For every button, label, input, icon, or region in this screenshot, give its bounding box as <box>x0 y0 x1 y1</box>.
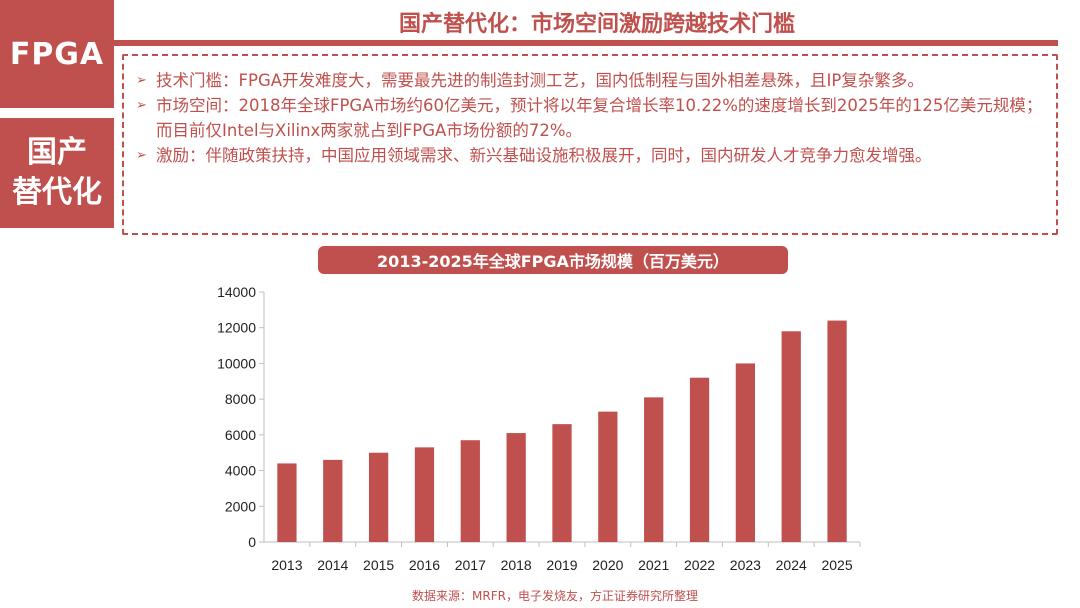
y-tick-label: 10000 <box>217 355 256 371</box>
x-tick-label: 2020 <box>592 557 623 573</box>
bullet-item: ➢ 激励：伴随政策扶持，中国应用领域需求、新兴基础设施积极展开，同时，国内研发人… <box>136 143 1044 168</box>
x-tick-label: 2018 <box>501 557 532 573</box>
y-tick-label: 6000 <box>225 427 256 443</box>
y-tick-label: 12000 <box>217 320 256 336</box>
fpga-section-label: FPGA <box>0 0 114 108</box>
domestic-label-line2: 替代化 <box>12 175 102 210</box>
bullet-text: 市场空间：2018年全球FPGA市场约60亿美元，预计将以年复合增长率10.22… <box>156 96 1043 140</box>
bar <box>598 411 618 542</box>
bar <box>689 377 710 542</box>
bullet-item: ➢ 技术门槛：FPGA开发难度大，需要最先进的制造封测工艺，国内低制程与国外相差… <box>136 68 1044 93</box>
x-tick-label: 2013 <box>271 557 302 573</box>
y-tick-label: 0 <box>248 534 256 550</box>
bar <box>414 447 435 542</box>
x-tick-label: 2014 <box>317 557 348 573</box>
x-tick-label: 2022 <box>684 557 715 573</box>
bar <box>506 433 526 542</box>
bar-chart: 0 2000 4000 6000 8000 10000 12000 14000 2013 2014… <box>217 284 861 573</box>
x-tick-label: 2023 <box>730 557 761 573</box>
bar <box>323 459 343 542</box>
title-divider <box>114 40 1058 46</box>
x-tick-label: 2015 <box>363 557 394 573</box>
y-tick-label: 4000 <box>225 463 256 479</box>
arrow-bullet-icon: ➢ <box>136 148 147 163</box>
x-tick-label: 2017 <box>455 557 486 573</box>
y-tick-label: 8000 <box>225 391 256 407</box>
bar <box>644 397 664 542</box>
y-tick-label: 2000 <box>225 498 256 514</box>
domestic-label-line1: 国产 <box>27 135 87 170</box>
bar <box>735 363 756 542</box>
x-tick-label: 2019 <box>546 557 577 573</box>
bar <box>277 463 297 542</box>
bar <box>552 424 572 542</box>
bullet-text: 技术门槛：FPGA开发难度大，需要最先进的制造封测工艺，国内低制程与国外相差悬殊… <box>156 71 924 90</box>
y-tick-label: 14000 <box>217 284 256 300</box>
x-tick-label: 2016 <box>409 557 440 573</box>
page-title: 国产替代化：市场空间激励跨越技术门槛 <box>398 12 795 37</box>
fpga-label-text: FPGA <box>9 36 105 72</box>
x-tick-label: 2024 <box>776 557 807 573</box>
bar <box>827 320 847 542</box>
bar <box>368 452 389 542</box>
chart-title: 2013-2025年全球FPGA市场规模（百万美元） <box>318 246 788 274</box>
source-note: 数据来源：MRFR，电子发烧友，方正证券研究所整理 <box>412 589 698 603</box>
x-tick-label: 2021 <box>638 557 669 573</box>
bar <box>781 331 801 542</box>
bullet-text: 激励：伴随政策扶持，中国应用领域需求、新兴基础设施积极展开，同时，国内研发人才竞… <box>156 146 932 165</box>
arrow-bullet-icon: ➢ <box>136 73 147 88</box>
bar <box>460 440 480 542</box>
domestic-section-label: 国产 替代化 <box>0 118 114 228</box>
arrow-bullet-icon: ➢ <box>136 98 147 113</box>
bullet-item: ➢ 市场空间：2018年全球FPGA市场约60亿美元，预计将以年复合增长率10.… <box>136 93 1044 143</box>
x-tick-label: 2025 <box>821 557 852 573</box>
bullet-box: ➢ 技术门槛：FPGA开发难度大，需要最先进的制造封测工艺，国内低制程与国外相差… <box>122 54 1058 235</box>
